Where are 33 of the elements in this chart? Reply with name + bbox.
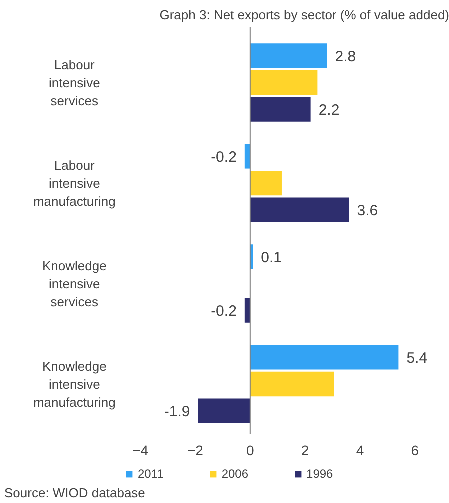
data-label: 3.6 [357,202,378,220]
x-tick-label: 2 [301,442,310,458]
data-label: -1.9 [164,404,190,421]
bar [250,372,334,397]
legend-label: 2006 [222,467,249,481]
data-label: -0.2 [211,148,237,166]
data-label: 2.2 [318,102,340,120]
x-tick-label: 6 [411,442,420,458]
bar [198,398,250,424]
bar [244,144,250,169]
legend-label: 1996 [306,467,334,481]
x-tick-label: −2 [188,442,204,458]
data-label: 5.4 [406,350,428,367]
data-label: 2.8 [335,48,356,66]
bar [244,298,250,323]
source-note: Source: WIOD database [4,486,146,500]
chart-title: Graph 3: Net exports by sector (% of value added) [160,8,449,22]
bar [250,97,311,122]
bar [250,198,350,222]
bar [250,44,328,68]
data-label: 0.1 [261,249,282,266]
bar [250,70,318,96]
data-label: -0.2 [211,303,237,320]
bar [250,345,399,370]
x-tick-label: 0 [246,442,255,458]
y-tick-label: Labour intensive manufacturing [33,158,116,209]
x-tick-label: 4 [356,442,364,458]
legend-label: 2011 [138,467,164,481]
y-tick-label: Labour intensive services [48,57,100,108]
y-tick-label: Knowledge intensive services [42,258,107,310]
y-tick-label: Knowledge intensive manufacturing [33,358,116,410]
bar [250,170,282,196]
x-tick-label: −4 [132,442,149,458]
